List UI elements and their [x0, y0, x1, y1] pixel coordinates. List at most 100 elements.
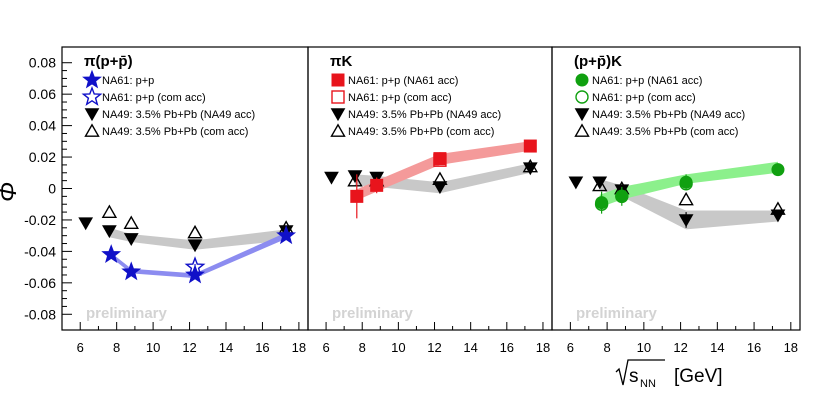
panel-1-data-point	[123, 233, 139, 246]
panel-1-y-tick-label: -0.02	[24, 212, 56, 228]
panel-2-x-tick-label: 6	[322, 340, 329, 355]
panel-3-x-tick-label: 18	[784, 340, 798, 355]
panel-2-watermark: preliminary	[332, 305, 414, 322]
panel-1-x-tick-label: 8	[113, 340, 120, 355]
panel-2-legend-marker	[331, 90, 345, 104]
panel-1-data-point	[276, 225, 297, 245]
panel-3-frame	[551, 46, 801, 331]
panel-1-data-point	[102, 225, 117, 239]
panel-1-watermark: preliminary	[86, 305, 168, 322]
panel-2-x-tick-label: 14	[463, 340, 477, 355]
panel-3-data-point	[771, 163, 785, 177]
panel-2-x-tick-label: 12	[427, 340, 441, 355]
panel-1-data-point	[78, 217, 94, 231]
panel-1-y-tick-label: 0.02	[29, 149, 56, 165]
panel-1-x-tick-label: 12	[182, 340, 196, 355]
panel-1-title: π(p+p̄)	[84, 53, 133, 70]
x-axis-label: s NN [GeV]	[615, 359, 723, 390]
panel-2-x-tick-label: 16	[500, 340, 514, 355]
panel-2-data-point	[347, 170, 363, 184]
panel-1-legend-marker	[84, 123, 100, 137]
panel-3-band-na61	[599, 161, 778, 208]
y-axis-label: Φ	[0, 182, 22, 202]
panel-1-x-tick-label: 14	[219, 340, 233, 355]
panel-2-title: πK	[330, 53, 352, 70]
panel-3-legend-label: NA49: 3.5% Pb+Pb (NA49 acc)	[592, 109, 745, 121]
panel-3-x-tick-label: 8	[603, 340, 610, 355]
panel-1-band-na49	[109, 227, 287, 250]
panel-3-data-point	[592, 177, 608, 192]
panel-1-data-point	[184, 256, 206, 277]
panel-2-data-point	[432, 171, 448, 185]
panel-3-x-tick-label: 16	[747, 340, 761, 355]
panel-3-watermark: preliminary	[576, 305, 658, 322]
panel-1-y-tick-label: 0.04	[29, 118, 56, 134]
panel-1-data-point	[187, 239, 203, 253]
panel-2-legend-label: NA49: 3.5% Pb+Pb (com acc)	[348, 126, 494, 138]
panel-1-legend-marker	[84, 108, 100, 122]
x-axis-label-unit: [GeV]	[674, 366, 723, 387]
panel-1-y-tick-label: 0.06	[29, 86, 56, 102]
panel-3-legend-marker	[575, 73, 589, 87]
panel-2-data-point	[523, 139, 537, 153]
panel-2-legend-label: NA61: p+p (NA61 acc)	[348, 75, 458, 87]
panel-1-data-point	[121, 261, 142, 281]
panel-1-x-tick-label: 16	[255, 340, 269, 355]
panel-2-band-na61	[355, 141, 531, 202]
panel-1-legend-marker	[81, 86, 103, 106]
panel-1-y-tick-label: 0	[48, 181, 56, 197]
panel-3-data-point	[770, 201, 786, 215]
panel-3-legend-marker	[574, 123, 590, 137]
panel-2-x-tick-label: 18	[536, 340, 550, 355]
panel-3-legend-label: NA61: p+p (NA61 acc)	[592, 75, 702, 87]
panel-2-legend-label: NA49: 3.5% Pb+Pb (NA49 acc)	[348, 109, 501, 121]
panel-2-legend-marker	[331, 73, 345, 87]
panel-1-y-tick-label: -0.04	[24, 243, 56, 259]
panel-3-data-point	[615, 189, 629, 204]
panel-2-data-point	[347, 173, 363, 187]
panel-1-legend-marker	[82, 69, 102, 89]
panel-1-legend-label: NA49: 3.5% Pb+Pb (com acc)	[102, 126, 248, 138]
panel-3-data-point	[679, 177, 693, 191]
panel-3-data-point	[592, 176, 608, 190]
panel-1-legend-label: NA61: p+p	[102, 75, 154, 87]
panel-2-legend-label: NA61: p+p (com acc)	[348, 92, 452, 104]
panel-3-x-tick-label: 12	[673, 340, 687, 355]
panel-3-legend-label: NA61: p+p (com acc)	[592, 92, 696, 104]
panel-1-x-tick-label: 6	[77, 340, 84, 355]
panel-3-data-point	[568, 176, 584, 190]
panel-1-x-tick-label: 10	[146, 340, 160, 355]
panel-2-data-point	[350, 189, 364, 203]
x-axis-label-subscript: NN	[640, 378, 656, 390]
panel-2-data-point	[370, 178, 384, 192]
panel-1-legend-label: NA49: 3.5% Pb+Pb (NA49 acc)	[102, 109, 255, 121]
panel-3-legend-marker	[575, 90, 589, 104]
panel-3-data-point	[678, 214, 694, 228]
panel-2-data-point	[522, 158, 539, 173]
panel-2-legend-marker	[330, 123, 346, 137]
panel-3-data-point	[594, 197, 609, 211]
panel-1-data-point	[185, 264, 205, 284]
sqrt-icon	[615, 359, 665, 386]
panel-1-data-point	[187, 224, 203, 239]
panel-3-band-na49	[599, 179, 778, 230]
panel-1-y-tick-label: 0.08	[29, 55, 56, 71]
x-axis-label-symbol: s	[629, 366, 639, 387]
panel-3-x-tick-label: 10	[637, 340, 651, 355]
panel-3-data-point	[770, 209, 786, 223]
panel-3-x-tick-label: 14	[710, 340, 724, 355]
panel-1-x-tick-label: 18	[292, 340, 306, 355]
panel-3-data-point	[678, 191, 694, 206]
panel-2-band-na49	[355, 163, 531, 194]
panel-1-y-tick-label: -0.06	[24, 275, 56, 291]
panel-2-x-tick-label: 10	[391, 340, 405, 355]
panel-3-x-tick-label: 6	[567, 340, 574, 355]
chart-panel-2: 6 8 10 12 14 16 18 πK NA61: p+p (NA61 acc) NA61: …	[307, 46, 553, 355]
panel-2-data-point	[433, 153, 447, 167]
panel-1-y-tick-label: -0.08	[24, 306, 56, 322]
panel-3-title: (p+p̄)K	[574, 53, 622, 70]
panel-1-legend-label: NA61: p+p (com acc)	[102, 92, 206, 104]
panel-1-data-point	[101, 244, 122, 263]
panel-2-x-tick-label: 8	[359, 340, 366, 355]
